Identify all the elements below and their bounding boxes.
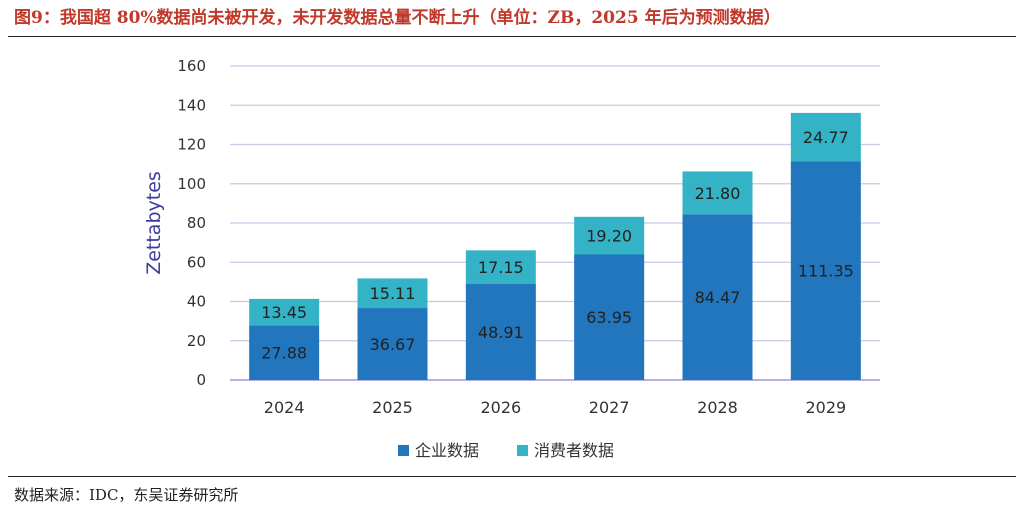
legend-swatch-consumer [517,445,528,456]
bar-segment-enterprise [249,325,320,380]
bar-segment-consumer [790,112,861,162]
source-note: 数据来源：IDC，东吴证券研究所 [14,486,239,504]
title-divider [8,36,1016,37]
y-tick-label: 160 [177,57,206,75]
bar-segment-enterprise [682,214,753,380]
bar-segment-consumer [574,216,645,255]
data-label: 24.77 [803,128,849,147]
legend-label: 企业数据 [415,441,479,460]
x-tick-label: 2024 [264,398,305,417]
y-tick-label: 0 [196,371,206,389]
y-tick-label: 80 [187,214,206,232]
y-tick-label: 20 [187,332,206,350]
bar-segment-consumer [682,171,753,215]
data-label: 15.11 [370,284,416,303]
bar-segment-consumer [357,278,428,309]
legend-swatch-enterprise [398,445,409,456]
x-tick-label: 2029 [805,398,846,417]
data-label: 21.80 [695,184,741,203]
footer-divider [8,476,1016,477]
y-tick-label: 120 [177,136,206,154]
bar-segment-consumer [465,250,536,285]
data-label: 13.45 [261,303,307,322]
bar-segment-enterprise [465,284,536,380]
y-tick-label: 60 [187,253,206,271]
data-label: 84.47 [695,288,741,307]
data-label: 19.20 [586,227,632,246]
bar-segment-consumer [249,298,320,326]
data-label: 63.95 [586,308,632,327]
data-label: 17.15 [478,258,524,277]
data-label: 111.35 [798,262,854,281]
x-tick-label: 2026 [480,398,521,417]
x-tick-label: 2025 [372,398,413,417]
legend-label: 消费者数据 [534,441,614,460]
y-axis-title: Zettabytes [143,171,165,275]
data-label: 48.91 [478,323,524,342]
data-label: 27.88 [261,344,307,363]
bar-segment-enterprise [574,254,645,380]
bar-segment-enterprise [357,308,428,380]
y-tick-label: 40 [187,293,206,311]
bar-segment-enterprise [790,161,861,380]
x-tick-label: 2027 [589,398,630,417]
y-tick-label: 140 [177,96,206,114]
figure-title: 图9：我国超 80%数据尚未被开发，未开发数据总量不断上升（单位：ZB，2025… [14,8,781,28]
y-tick-label: 100 [177,175,206,193]
x-tick-label: 2028 [697,398,738,417]
data-label: 36.67 [370,335,416,354]
